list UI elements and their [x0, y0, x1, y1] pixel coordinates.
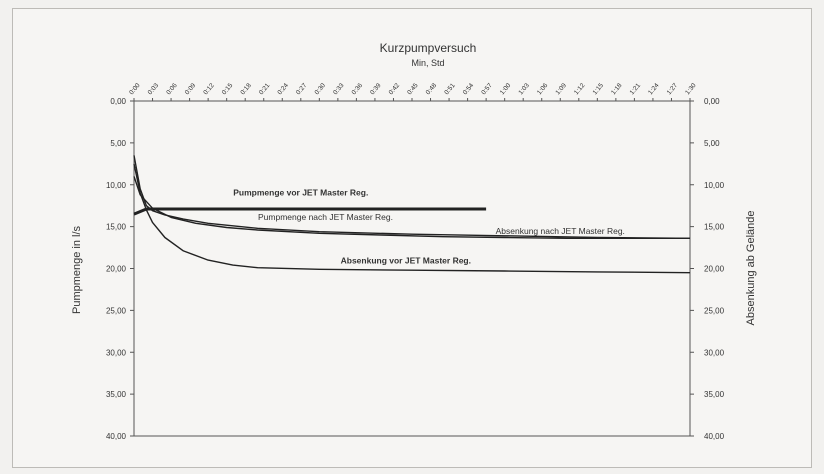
- x-tick-label: 0:45: [406, 82, 420, 96]
- series-annotation-4: Absenkung vor JET Master Reg.: [341, 255, 471, 265]
- x-tick-label: 1:21: [629, 82, 643, 96]
- y-tick-right-label: 20,00: [704, 265, 725, 274]
- y-tick-right-label: 40,00: [704, 432, 725, 441]
- y-tick-right-label: 0,00: [704, 97, 720, 106]
- y-tick-right-label: 15,00: [704, 223, 725, 232]
- y-tick-right-label: 25,00: [704, 306, 725, 315]
- x-tick-label: 1:09: [554, 82, 568, 96]
- y-tick-left-label: 30,00: [106, 348, 127, 357]
- x-tick-label: 0:48: [425, 82, 439, 96]
- series-line-2: [133, 176, 690, 239]
- x-tick-label: 0:54: [462, 82, 476, 96]
- x-tick-label: 0:57: [480, 82, 494, 96]
- x-tick-label: 1:15: [592, 82, 606, 96]
- chart-subtitle: Min, Std: [411, 58, 444, 68]
- x-tick-label: 0:36: [351, 82, 365, 96]
- x-tick-label: 1:03: [517, 82, 531, 96]
- x-tick-label: 0:12: [202, 82, 216, 96]
- y-ticks-left: 0,00 5,00 10,00 15,00 20,00 25,00 30,00 35,00 40…: [106, 97, 134, 441]
- x-tick-label: 0:51: [443, 82, 457, 96]
- x-tick-label: 1:06: [536, 82, 550, 96]
- x-tick-label: 0:03: [147, 82, 161, 96]
- x-tick-label: 0:15: [221, 82, 235, 96]
- x-tick-label: 0:39: [369, 82, 383, 96]
- annotations: Pumpmenge vor JET Master Reg. Pumpmenge n…: [233, 188, 625, 266]
- x-tick-label: 0:18: [239, 82, 253, 96]
- x-tick-label: 0:09: [184, 82, 198, 96]
- y-tick-left-label: 40,00: [106, 432, 127, 441]
- series-line-4: [133, 163, 691, 274]
- series-line-3: [133, 155, 691, 239]
- x-tick-label: 0:42: [388, 82, 402, 96]
- x-tick-label: 1:12: [573, 82, 587, 96]
- x-tick-label: 0:00: [128, 82, 142, 96]
- y-tick-right-label: 30,00: [704, 348, 725, 357]
- y-ticks-right: 0,00 5,00 10,00 15,00 20,00 25,00 30,00 35,00 40…: [690, 97, 725, 441]
- x-tick-label: 1:00: [499, 82, 513, 96]
- series-annotation-3: Absenkung nach JET Master Reg.: [496, 226, 625, 236]
- y-tick-left-label: 0,00: [110, 97, 126, 106]
- y-tick-right-label: 10,00: [704, 181, 725, 190]
- x-tick-label: 1:30: [684, 82, 698, 96]
- y-tick-left-label: 35,00: [106, 390, 127, 399]
- y-tick-left-label: 15,00: [106, 223, 127, 232]
- y-axis-label-left: Pumpmenge in l/s: [71, 225, 83, 314]
- x-ticks: 0:00 0:03 0:06 0:09 0:12 0:15 0:18 0:21 0:24 0:27…: [128, 82, 698, 101]
- x-tick-label: 0:30: [314, 82, 328, 96]
- x-tick-label: 0:27: [295, 82, 309, 96]
- x-tick-label: 1:27: [666, 82, 680, 96]
- y-tick-right-label: 35,00: [704, 390, 725, 399]
- x-tick-label: 0:06: [165, 82, 179, 96]
- x-tick-label: 0:21: [258, 82, 272, 96]
- series-annotation-1: Pumpmenge vor JET Master Reg.: [233, 188, 368, 198]
- x-tick-label: 0:24: [276, 82, 290, 96]
- y-tick-right-label: 5,00: [704, 139, 720, 148]
- y-tick-left-label: 5,00: [110, 139, 126, 148]
- x-tick-label: 0:33: [332, 82, 346, 96]
- y-tick-left-label: 25,00: [106, 306, 127, 315]
- x-tick-label: 1:24: [647, 82, 661, 96]
- series-lines: [133, 155, 691, 274]
- chart-title: Kurzpumpversuch: [380, 41, 477, 55]
- series-annotation-2: Pumpmenge nach JET Master Reg.: [258, 212, 393, 222]
- x-tick-label: 1:18: [610, 82, 624, 96]
- plot-area: [133, 100, 691, 437]
- y-axis-label-right: Absenkung ab Gelände: [745, 211, 757, 326]
- y-tick-left-label: 20,00: [106, 265, 127, 274]
- y-tick-left-label: 10,00: [106, 181, 127, 190]
